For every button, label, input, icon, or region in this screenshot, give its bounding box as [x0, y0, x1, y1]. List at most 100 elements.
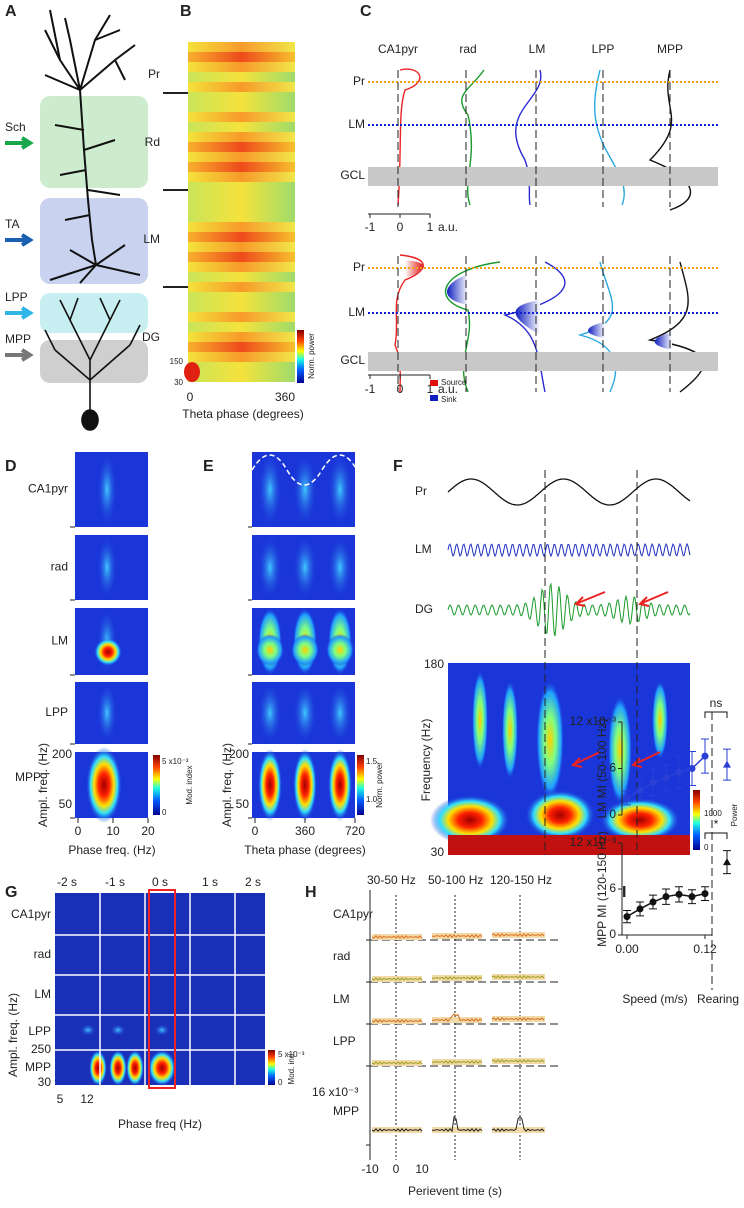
panel-letter: E — [203, 458, 214, 475]
heat-blob — [525, 790, 595, 840]
column-label: CA1pyr — [378, 42, 418, 56]
colorbar — [357, 755, 364, 815]
heatmap-band — [188, 202, 295, 213]
heat-blob — [326, 634, 354, 666]
stat-label: * — [714, 817, 719, 831]
trace-label: Pr — [415, 484, 427, 498]
scale-unit: a.u. — [438, 220, 458, 234]
heatmap-band — [188, 242, 295, 253]
column-label: LPP — [592, 42, 615, 56]
y-tick-label: 50 — [59, 797, 73, 811]
panel-letter: I — [622, 884, 626, 901]
heat-blob — [94, 638, 122, 666]
row-label: rad — [34, 947, 51, 961]
lpp-layer — [40, 293, 148, 333]
point — [675, 768, 683, 776]
layer-label: DG — [142, 330, 160, 344]
x-axis-label: Phase freq (Hz) — [118, 1117, 202, 1131]
x-tick-label: 360 — [275, 390, 295, 404]
row-label: MPP — [25, 1060, 51, 1074]
heatmap-band — [188, 292, 295, 303]
x-tick-label: 0 — [393, 1162, 400, 1176]
row-label: MPP — [15, 770, 41, 784]
x-axis-label: Perievent time (s) — [408, 1184, 502, 1198]
row-label: LPP — [28, 1024, 51, 1038]
heatmap-band — [188, 272, 295, 283]
heatmap-band — [188, 232, 295, 243]
x-tick-label: 0 — [75, 824, 82, 838]
heat-blob — [97, 535, 117, 600]
layer-label: LM — [143, 232, 160, 246]
x-axis-label: Phase freq. (Hz) — [68, 843, 155, 857]
trace — [491, 1017, 545, 1021]
scale-unit: a.u. — [438, 382, 458, 396]
colorbar-tick-label: 0 — [704, 843, 709, 852]
y-axis-label: LM MI (50-100 Hz) — [595, 718, 609, 818]
y-tick-label: 6 — [609, 761, 616, 775]
point — [623, 794, 631, 802]
heatmap-band — [188, 112, 295, 123]
row-label: LPP — [45, 705, 68, 719]
point — [636, 905, 644, 913]
colorbar-tick-label: 1.0 — [366, 795, 378, 804]
colorbar-label: Norm. power — [375, 762, 384, 808]
panel-letter: G — [5, 884, 17, 901]
y-tick-label: 250 — [31, 1042, 51, 1056]
trace — [491, 975, 545, 979]
panel-letter: F — [393, 458, 403, 475]
x-tick-label: 12 — [80, 1092, 94, 1106]
heat-blob — [502, 680, 518, 780]
row-label: CA1pyr — [11, 907, 51, 921]
trace — [431, 934, 483, 938]
heatmap-band — [188, 322, 295, 333]
y-tick-label: 200 — [52, 747, 72, 761]
heatmap-band — [188, 252, 295, 263]
colorbar-tick-label: 0 — [162, 808, 167, 817]
y-tick-label: 6 — [609, 881, 616, 895]
trace — [431, 976, 483, 980]
trace — [447, 478, 691, 506]
column-label: MPP — [657, 42, 683, 56]
row-label: rad — [333, 949, 350, 963]
colorbar — [153, 755, 160, 815]
heat-blob — [328, 452, 352, 527]
row-label: LM — [51, 634, 68, 648]
heat-blob — [258, 749, 282, 821]
colorbar — [268, 1050, 275, 1085]
heatmap-band — [188, 332, 295, 343]
layer-label: Rd — [145, 135, 160, 149]
colorbar-tick-label: 5 x10⁻³ — [162, 757, 189, 766]
x-tick-label: 20 — [141, 824, 155, 838]
x-tick-label: 720 — [345, 824, 365, 838]
x-tick-label: 0 — [187, 390, 194, 404]
point — [688, 893, 696, 901]
spectrogram-band — [448, 835, 690, 855]
y-tick-label: 12 x10⁻³ — [570, 714, 616, 728]
input-arrows — [5, 136, 34, 362]
x-tick-label: 0.00 — [615, 942, 639, 956]
layer-label: Pr — [353, 74, 365, 88]
heat-blob — [258, 682, 282, 744]
heatmap-band — [188, 342, 295, 353]
trace — [371, 977, 423, 981]
layer-label: LM — [348, 117, 365, 131]
arrow — [631, 751, 661, 768]
point — [688, 765, 696, 772]
colorbar-label: Norm. power — [307, 333, 316, 379]
trace — [371, 1061, 423, 1065]
row-label: LPP — [333, 1034, 356, 1048]
scale-tick-label: -1 — [365, 220, 376, 234]
point — [623, 913, 631, 921]
heatmap-band — [188, 192, 295, 203]
input-label: Sch — [5, 120, 26, 134]
time-label: 1 s — [202, 875, 218, 889]
y-tick-label: 150 — [170, 357, 184, 366]
row-label: CA1pyr — [333, 907, 373, 921]
sem-band — [432, 1127, 482, 1133]
time-label: -2 s — [57, 875, 77, 889]
scale-tick-label: 0 — [397, 220, 404, 234]
x-axis-label: Speed (m/s) — [622, 992, 687, 1006]
time-label: 0 s — [152, 875, 168, 889]
point — [723, 858, 731, 866]
